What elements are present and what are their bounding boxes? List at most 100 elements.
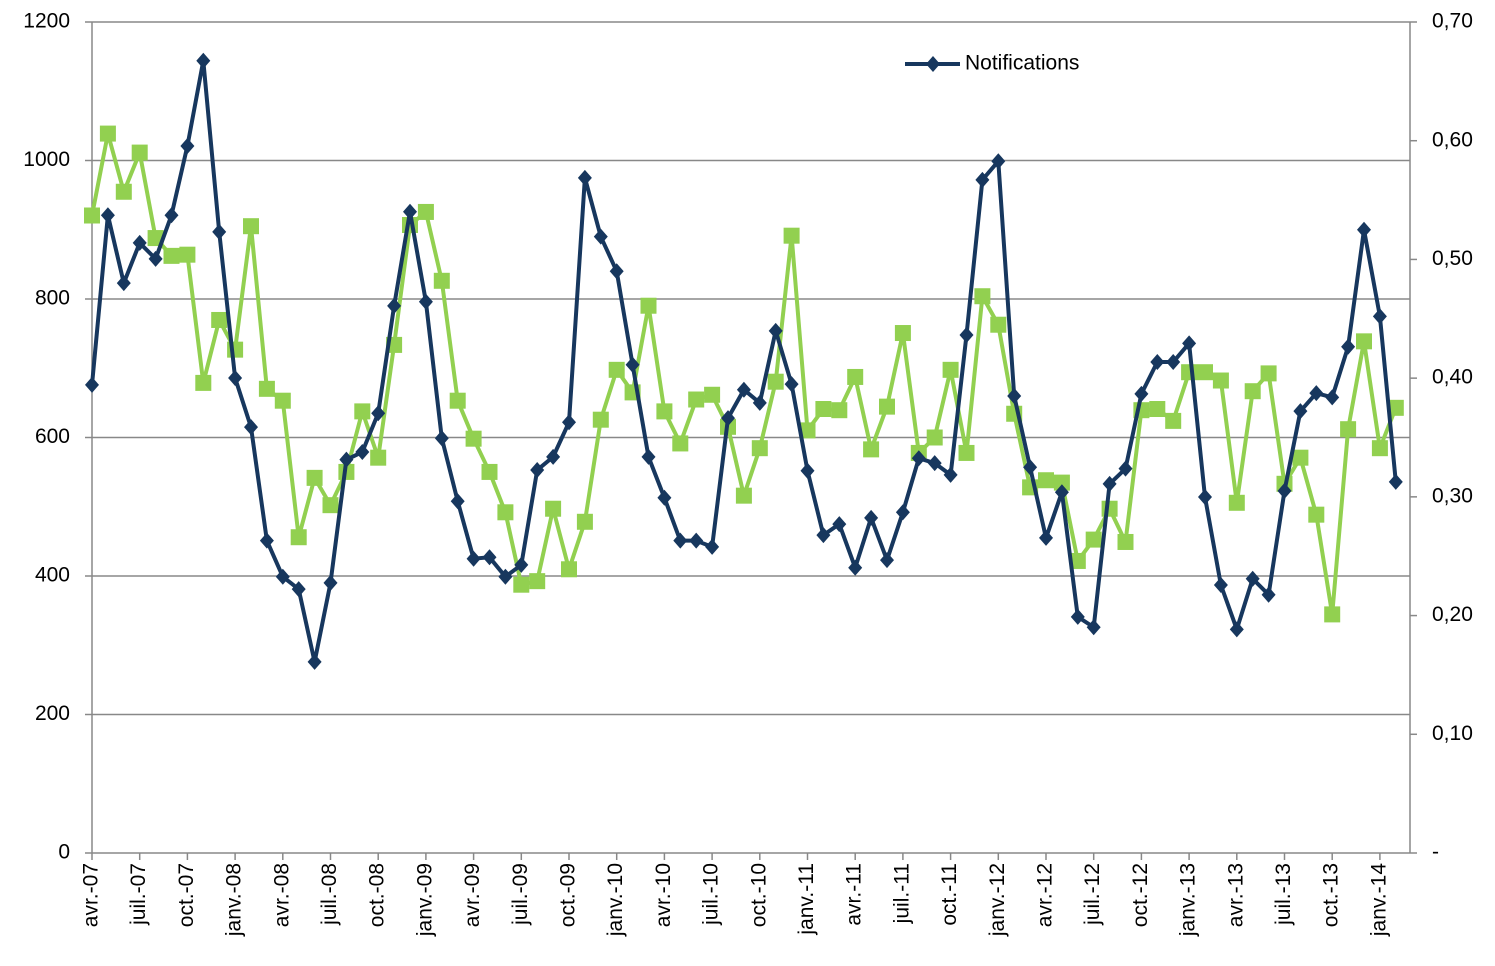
marker — [131, 144, 148, 161]
marker — [228, 369, 243, 386]
marker — [1212, 372, 1229, 389]
marker — [244, 419, 258, 436]
marker — [1085, 531, 1102, 548]
marker — [847, 368, 864, 385]
marker — [752, 394, 767, 411]
marker — [1150, 354, 1165, 371]
marker — [354, 403, 371, 420]
marker — [784, 376, 799, 393]
marker — [1388, 473, 1403, 490]
marker — [1069, 552, 1086, 569]
marker — [832, 516, 847, 533]
marker — [577, 169, 592, 186]
marker — [259, 532, 274, 549]
y2-tick-label: 0,50 — [1432, 247, 1473, 270]
marker — [258, 380, 275, 397]
marker — [1165, 412, 1182, 429]
y-tick-label: 1200 — [23, 10, 70, 33]
y-tick-label: 200 — [35, 702, 70, 725]
marker — [593, 228, 608, 245]
marker — [1356, 333, 1372, 350]
y-tick-label: 400 — [35, 564, 70, 587]
x-tick-label: avr.-09 — [461, 863, 484, 927]
y-tick-label: 0 — [58, 841, 70, 864]
marker — [434, 430, 449, 447]
marker — [1371, 440, 1388, 457]
marker — [625, 356, 640, 373]
marker — [768, 322, 783, 339]
marker — [816, 527, 831, 544]
x-tick-label: janv.-14 — [1367, 863, 1390, 937]
x-tick-label: oct.-13 — [1320, 863, 1343, 927]
marker — [736, 381, 751, 398]
x-tick-label: avr.-08 — [270, 863, 293, 927]
x-tick-label: oct.-07 — [175, 863, 198, 927]
marker — [561, 561, 577, 578]
marker — [1134, 385, 1149, 402]
marker — [1340, 421, 1357, 438]
marker — [1341, 338, 1356, 355]
x-tick-label: juil.-13 — [1272, 863, 1295, 926]
y2-tick-label: 0,10 — [1432, 722, 1473, 745]
marker — [991, 153, 1006, 170]
marker — [370, 449, 387, 466]
marker — [673, 532, 688, 549]
marker — [975, 171, 990, 188]
marker — [1324, 606, 1341, 623]
series-line — [90, 58, 1398, 664]
marker — [307, 653, 322, 670]
marker — [1054, 484, 1069, 501]
marker — [99, 125, 116, 142]
y2-tick-label: 0,70 — [1432, 10, 1473, 33]
marker — [355, 444, 370, 461]
marker — [943, 466, 958, 483]
marker — [1261, 586, 1276, 603]
legend-item: Notifications — [905, 52, 1079, 75]
marker — [831, 402, 848, 419]
marker — [417, 203, 434, 220]
marker — [323, 574, 338, 591]
marker — [735, 487, 752, 504]
marker — [498, 568, 513, 585]
marker — [148, 250, 163, 267]
marker — [1023, 459, 1038, 476]
marker — [721, 410, 735, 427]
marker — [482, 549, 497, 566]
x-tick-label: janv.-09 — [413, 863, 436, 937]
marker — [1325, 389, 1340, 406]
marker — [339, 451, 354, 468]
marker — [290, 529, 307, 546]
marker — [704, 386, 721, 403]
x-tick-label: juil.-08 — [318, 863, 341, 926]
marker — [1197, 364, 1213, 381]
marker — [212, 223, 227, 240]
marker — [1038, 472, 1054, 489]
marker — [546, 448, 561, 465]
marker — [403, 203, 417, 220]
marker — [1181, 364, 1198, 381]
marker — [576, 513, 593, 530]
x-tick-label: janv.-10 — [604, 863, 627, 937]
marker — [132, 234, 147, 251]
marker — [179, 246, 196, 263]
x-tick-label: juil.-11 — [890, 863, 913, 924]
marker — [1260, 365, 1277, 382]
y-tick-label: 600 — [35, 425, 70, 448]
marker — [974, 288, 991, 305]
marker — [545, 500, 562, 517]
marker — [672, 435, 689, 452]
marker — [1387, 399, 1404, 416]
marker — [387, 297, 402, 314]
y2-tick-label: - — [1432, 841, 1439, 864]
marker — [243, 218, 259, 235]
marker — [1308, 506, 1325, 523]
x-tick-label: janv.-11 — [795, 863, 818, 936]
marker — [195, 374, 212, 391]
marker — [1357, 221, 1371, 238]
marker — [1292, 449, 1309, 466]
marker — [1166, 354, 1181, 371]
x-tick-label: juil.-10 — [700, 863, 723, 926]
marker — [1309, 385, 1324, 402]
marker — [163, 247, 180, 264]
marker — [848, 559, 863, 576]
